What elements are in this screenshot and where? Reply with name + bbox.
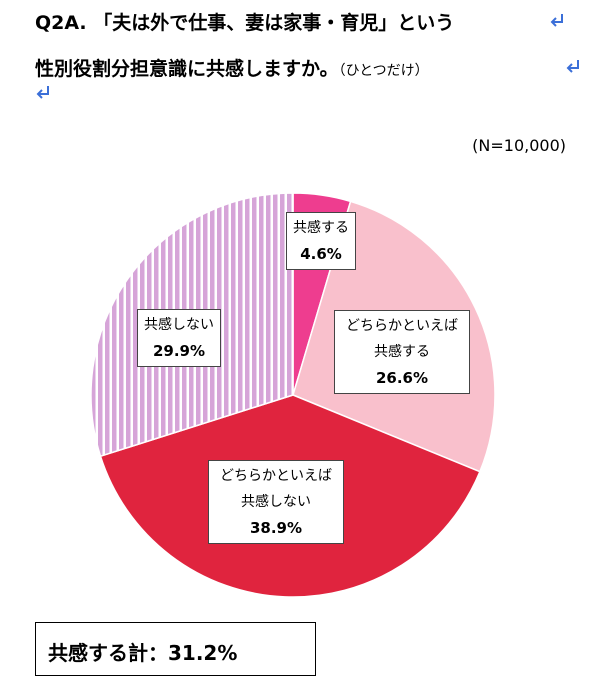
- category-label: 共感する: [293, 220, 349, 236]
- category-label: 共感しない: [144, 317, 214, 333]
- slice-label: どちらかといえば共感しない 38.9%: [208, 460, 344, 544]
- subtitle: （ひとつだけ）: [338, 63, 429, 79]
- value-label: 26.6%: [375, 369, 429, 387]
- summary: 共感する計：31.2%: [48, 641, 238, 665]
- title-line: 性別役割分担意識に共感しますか。（ひとつだけ）: [35, 54, 429, 81]
- slice-label: 共感しない 29.9%: [137, 309, 221, 367]
- value-label: 38.9%: [249, 519, 303, 537]
- value-label: 4.6%: [300, 245, 342, 263]
- title-line: 性別役割分担意識に共感しますか。: [35, 58, 339, 80]
- value-label: 29.9%: [152, 342, 206, 360]
- category-label: どちらかといえば共感する: [346, 318, 458, 360]
- slice-label: 共感する 4.6%: [286, 212, 356, 270]
- title-line: Q2A. 「夫は外で仕事、妻は家事・育児」という: [35, 12, 455, 34]
- return-marks: [36, 14, 579, 99]
- sample-note: (N=10,000): [472, 136, 566, 155]
- category-label: どちらかといえば共感しない: [220, 468, 332, 510]
- slice-label: どちらかといえば共感する 26.6%: [334, 310, 470, 394]
- summary-box: 共感する計：31.2%: [35, 622, 316, 676]
